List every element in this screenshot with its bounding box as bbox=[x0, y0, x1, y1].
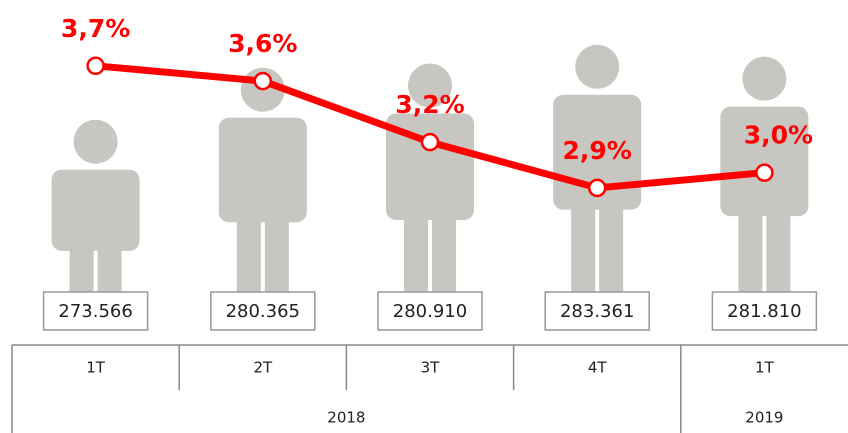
figure-leg bbox=[599, 204, 624, 300]
figure-head bbox=[742, 56, 787, 101]
value-box bbox=[210, 291, 316, 331]
group-label: 2018 bbox=[327, 409, 365, 427]
figure-torso bbox=[218, 117, 307, 223]
value-label: 280.365 bbox=[226, 301, 300, 322]
figure-leg bbox=[432, 214, 456, 300]
line-point bbox=[253, 71, 273, 91]
value-box bbox=[377, 291, 483, 331]
figure-torso bbox=[386, 113, 474, 220]
figure-leg bbox=[404, 214, 428, 300]
figure-leg bbox=[69, 245, 94, 300]
figure-head bbox=[575, 44, 620, 89]
figure-head bbox=[73, 119, 118, 164]
line-point bbox=[755, 163, 774, 182]
x-tick-label: 4T bbox=[588, 359, 608, 377]
value-box bbox=[544, 291, 650, 331]
person-figure bbox=[553, 44, 642, 300]
value-label: 280.910 bbox=[393, 301, 467, 322]
data-label: 3,0% bbox=[744, 121, 813, 150]
value-label: 283.361 bbox=[560, 301, 634, 322]
person-figure bbox=[720, 56, 809, 300]
line-point bbox=[587, 178, 607, 198]
data-label: 3,7% bbox=[61, 14, 130, 43]
data-label: 2,9% bbox=[563, 136, 632, 165]
figure-leg bbox=[766, 211, 791, 300]
figure-leg bbox=[97, 245, 122, 300]
figure-leg bbox=[571, 204, 596, 300]
value-box bbox=[42, 291, 149, 331]
x-tick-label: 1T bbox=[86, 359, 106, 377]
person-figure bbox=[386, 63, 474, 300]
line-point bbox=[86, 56, 105, 76]
figure-leg bbox=[738, 211, 763, 300]
figure-torso bbox=[51, 169, 140, 251]
figure-head bbox=[408, 63, 452, 108]
line-point bbox=[420, 132, 440, 152]
x-tick-label: 1T bbox=[755, 359, 775, 377]
x-tick-label: 3T bbox=[421, 359, 441, 377]
person-figure bbox=[51, 119, 140, 300]
figure-leg bbox=[236, 217, 261, 300]
data-label: 3,6% bbox=[228, 29, 297, 58]
person-figure bbox=[218, 67, 307, 300]
figure-leg bbox=[264, 217, 289, 300]
data-label: 3,2% bbox=[395, 90, 464, 119]
value-label: 281.810 bbox=[727, 301, 801, 322]
value-label: 273.566 bbox=[58, 301, 132, 322]
x-tick-label: 2T bbox=[253, 359, 273, 377]
figure-torso bbox=[720, 106, 809, 217]
group-label: 2019 bbox=[745, 409, 783, 427]
value-box bbox=[711, 291, 818, 331]
